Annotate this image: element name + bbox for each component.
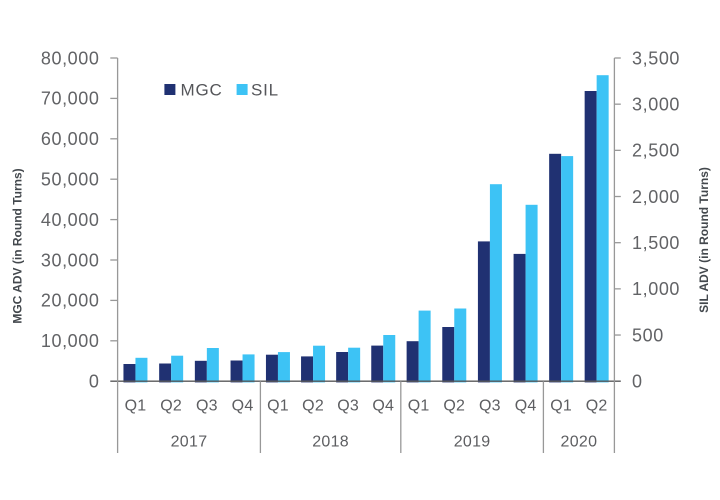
svg-text:0: 0 bbox=[89, 372, 100, 392]
svg-text:2018: 2018 bbox=[312, 433, 349, 450]
svg-text:30,000: 30,000 bbox=[41, 250, 100, 270]
svg-text:Q2: Q2 bbox=[586, 397, 608, 414]
svg-text:2017: 2017 bbox=[171, 433, 208, 450]
svg-text:Q4: Q4 bbox=[232, 397, 254, 414]
svg-text:1,000: 1,000 bbox=[632, 279, 680, 299]
svg-text:Q3: Q3 bbox=[337, 397, 359, 414]
svg-text:2019: 2019 bbox=[454, 433, 491, 450]
svg-text:MGC ADV (in Round Turns): MGC ADV (in Round Turns) bbox=[11, 168, 25, 323]
svg-text:60,000: 60,000 bbox=[41, 129, 100, 149]
svg-text:2020: 2020 bbox=[561, 433, 598, 450]
svg-text:2,500: 2,500 bbox=[632, 141, 680, 161]
svg-text:Q3: Q3 bbox=[479, 397, 501, 414]
svg-text:0: 0 bbox=[632, 372, 643, 392]
svg-text:Q2: Q2 bbox=[160, 397, 182, 414]
svg-text:Q1: Q1 bbox=[125, 397, 147, 414]
svg-text:3,500: 3,500 bbox=[632, 48, 680, 68]
svg-text:Q1: Q1 bbox=[267, 397, 289, 414]
svg-text:50,000: 50,000 bbox=[41, 170, 100, 190]
svg-text:Q1: Q1 bbox=[550, 397, 572, 414]
svg-text:SIL: SIL bbox=[251, 81, 279, 100]
svg-text:Q1: Q1 bbox=[408, 397, 430, 414]
svg-text:1,500: 1,500 bbox=[632, 233, 680, 253]
svg-text:SIL ADV (in Round Turns): SIL ADV (in Round Turns) bbox=[697, 167, 711, 313]
svg-text:2,000: 2,000 bbox=[632, 187, 680, 207]
svg-text:20,000: 20,000 bbox=[41, 291, 100, 311]
svg-text:Q4: Q4 bbox=[372, 397, 394, 414]
svg-text:500: 500 bbox=[632, 325, 664, 345]
svg-text:Q3: Q3 bbox=[196, 397, 218, 414]
svg-text:10,000: 10,000 bbox=[41, 331, 100, 351]
svg-text:Q2: Q2 bbox=[443, 397, 465, 414]
svg-text:70,000: 70,000 bbox=[41, 89, 100, 109]
svg-text:40,000: 40,000 bbox=[41, 210, 100, 230]
svg-text:Q4: Q4 bbox=[515, 397, 537, 414]
svg-text:3,000: 3,000 bbox=[632, 95, 680, 115]
svg-text:80,000: 80,000 bbox=[41, 48, 100, 68]
svg-text:MGC: MGC bbox=[181, 81, 223, 100]
svg-text:Q2: Q2 bbox=[302, 397, 324, 414]
